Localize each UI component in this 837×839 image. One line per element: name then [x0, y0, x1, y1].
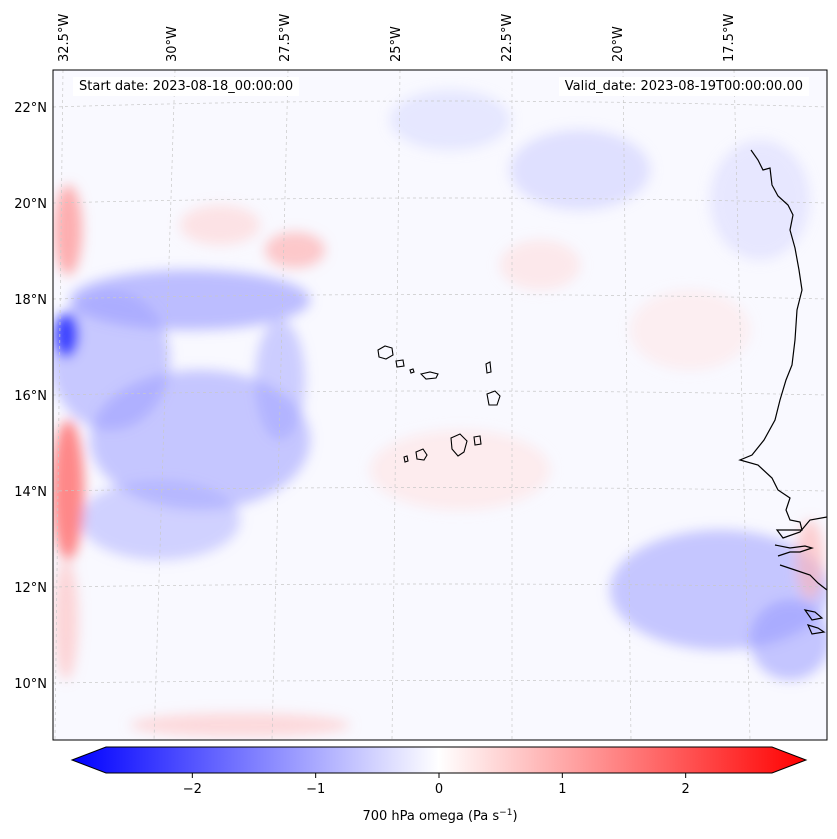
cape-verde-islands: [377, 345, 501, 463]
africa-coastline: [738, 149, 827, 539]
coastline: [738, 149, 827, 635]
lat-label: 12°N: [14, 581, 47, 596]
lat-label: 22°N: [14, 101, 47, 116]
lat-label: 20°N: [14, 197, 47, 212]
colorbar-label: 700 hPa omega (Pa s−1): [362, 808, 517, 824]
lat-label: 18°N: [14, 293, 47, 308]
lat-label: 14°N: [14, 485, 47, 500]
map-panel: [53, 70, 827, 740]
colorbar: −2 −1 0 1 2 700 hPa omega (Pa s−1): [70, 746, 808, 824]
colorbar-bar: [70, 746, 808, 774]
map-frame: [52, 69, 828, 741]
lon-label: 30°W: [165, 26, 180, 62]
start-date-label: Start date: 2023-08-18_00:00:00: [73, 77, 300, 96]
lon-label: 25°W: [389, 26, 404, 62]
lon-label: 20°W: [611, 26, 626, 62]
valid-date-label: Valid_date: 2023-08-19T00:00:00.00: [558, 77, 809, 96]
graticule: [53, 70, 827, 740]
colorbar-tick-label: 2: [682, 782, 690, 797]
lon-label: 27.5°W: [278, 14, 293, 62]
guinea-bissau-coast: [779, 564, 827, 591]
lat-label: 10°N: [14, 677, 47, 692]
lon-label: 17.5°W: [722, 14, 737, 62]
colorbar-tick-label: 0: [435, 782, 443, 797]
latitude-labels: 22°N 20°N 18°N 16°N 14°N 12°N 10°N: [14, 101, 47, 692]
lon-label: 32.5°W: [57, 14, 72, 62]
lat-label: 16°N: [14, 389, 47, 404]
colorbar-tick-label: −1: [306, 782, 325, 797]
longitude-labels: 32.5°W 30°W 27.5°W 25°W 22.5°W 20°W 17.5…: [57, 14, 737, 62]
bijagos-islands: [803, 609, 826, 635]
colorbar-ticks: −2 −1 0 1 2: [183, 773, 690, 797]
gambia-coast: [774, 544, 815, 557]
lon-label: 22.5°W: [500, 14, 515, 62]
colorbar-tick-label: 1: [558, 782, 566, 797]
colorbar-tick-label: −2: [183, 782, 202, 797]
